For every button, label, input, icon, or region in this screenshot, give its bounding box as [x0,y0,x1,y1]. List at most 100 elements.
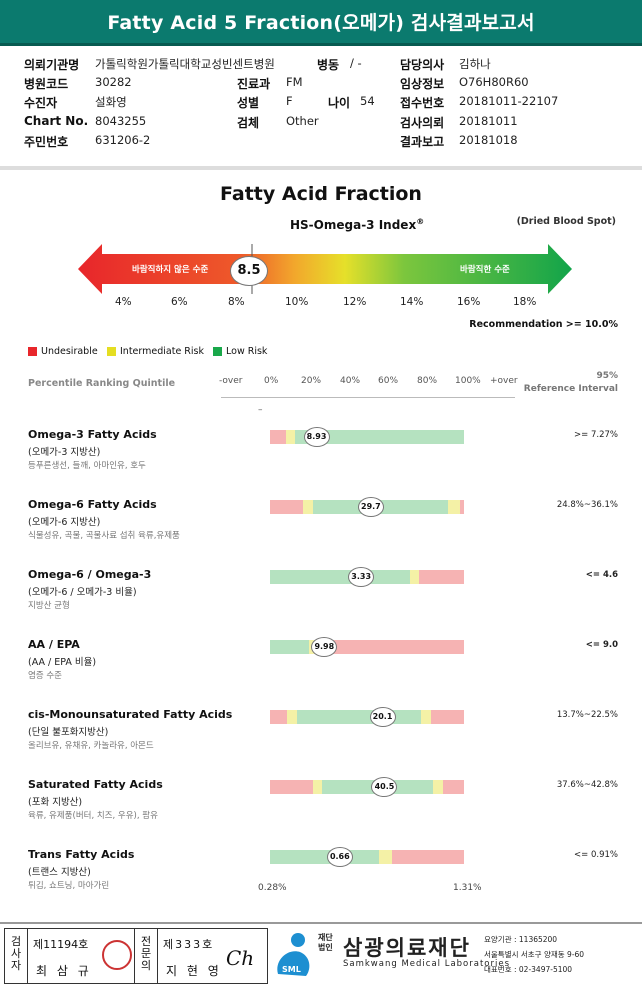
index-tick-label: 10% [285,296,309,308]
specialist-label: 전문의 [140,935,152,972]
metric-korean-name: (단일 불포화지방산) [28,727,109,738]
fraction-title: Fatty Acid Fraction [220,183,422,205]
specimen-value: Other [286,114,319,128]
legend-undesirable: Undesirable [28,346,98,357]
dept-label: 진료과 [237,77,271,91]
sex-label: 성별 [237,96,260,110]
patient-label: 수진자 [24,96,58,110]
metric-value-badge: 29.7 [357,497,384,517]
metric-korean-name: (오메가-6 지방산) [28,517,101,528]
trans-scale-min: 0.28% [258,883,287,893]
metric-korean-name: (트랜스 지방산) [28,867,91,878]
metric-description: 육류, 유제품(버터, 치즈, 우유), 팜유 [28,811,158,821]
bar-segment-green [297,710,422,724]
examiner-label: 검사자 [10,935,22,972]
scale-label: -over [219,376,243,386]
bar-segment-red [318,640,464,654]
bar-segment-red [442,780,464,794]
institution-code: 요양기관 : 11365200 [484,935,558,944]
index-tick-label: 14% [400,296,424,308]
metric-korean-name: (AA / EPA 비율) [28,657,97,668]
specialist-signature: Ch [226,946,255,970]
percentile-bar [270,850,464,864]
footer-divider [0,922,642,924]
bar-segment-red [430,710,464,724]
metric-description: 염증 수준 [28,671,62,681]
metric-description: 튀김, 쇼트닝, 마아가린 [28,881,110,891]
logo-english-name: Samkwang Medical Laboratories [343,959,511,969]
reference-interval-header: 95% Reference Interval [523,371,618,394]
bar-segment-yellow [448,500,461,514]
bar-segment-green [270,570,410,584]
phone-number: 대표번호 : 02-3497-5100 [484,965,573,974]
bar-segment-red [270,780,313,794]
metric-name: AA / EPA [28,638,80,651]
doctor-label: 담당의사 [400,58,445,72]
sex-value: F [286,94,293,108]
scale-label: 60% [378,376,399,386]
metric-name: Trans Fatty Acids [28,848,135,861]
metric-description: 지방산 균형 [28,601,70,611]
clinical-label: 임상정보 [400,77,445,91]
metric-description: 올리브유, 유채유, 카놀라유, 아몬드 [28,741,154,751]
chart-no-value: 8043255 [95,114,147,128]
bar-segment-yellow [312,780,323,794]
doctor-value: 김하나 [459,57,491,71]
address: 서울특별시 서초구 양재동 9-60 [484,950,585,959]
specialist-name: 지 현 영 [166,964,222,978]
percentile-header: Percentile Ranking Quintile [28,378,176,389]
ward-label: 병동 [317,58,340,72]
metric-row: Omega-6 Fatty Acids (오메가-6 지방산) 식물성유, 곡물, … [0,497,642,558]
metric-value-badge: 8.93 [303,427,330,447]
bar-segment-yellow [409,570,420,584]
metric-row: Omega-6 / Omega-3 (오메가-6 / 오메가-3 비율) 지방산 균… [0,567,642,628]
report-title: Fatty Acid 5 Fraction(오메가) 검사결과보고서 [0,0,642,46]
reference-interval: <= 4.6 [585,570,618,580]
metric-value-badge: 20.1 [369,707,396,727]
result-value: 20181018 [459,133,518,147]
request-label: 검사의뢰 [400,116,445,130]
logo-tag: 재단법인 [318,933,333,952]
metric-row: cis-Monounsaturated Fatty Acids (단일 불포화지방… [0,707,642,768]
percentile-bar [270,570,464,584]
bar-segment-red [419,570,464,584]
index-tick-label: 8% [228,296,245,308]
metric-value-badge: 9.98 [311,637,338,657]
legend-low-risk: Low Risk [213,346,267,357]
patient-info-section: 의뢰기관명 가톨릭학원가톨릭대학교성빈센트병원 병동 / - 담당의사 김하나 … [0,50,642,160]
id-value: 631206-2 [95,133,151,147]
metric-name: Omega-6 / Omega-3 [28,568,152,581]
request-value: 20181011 [459,114,518,128]
legend-swatch [213,347,222,356]
trans-scale-max: 1.31% [453,883,482,893]
metric-row: Saturated Fatty Acids (포화 지방산) 육류, 유제품(버터,… [0,777,642,838]
reference-interval: 13.7%~22.5% [556,710,618,720]
metric-row: Trans Fatty Acids (트랜스 지방산) 튀김, 쇼트닝, 마아가린 0… [0,847,642,908]
reference-interval: 24.8%~36.1% [556,500,618,510]
institution-value: 가톨릭학원가톨릭대학교성빈센트병원 [95,57,275,71]
scale-label: 100% [455,376,481,386]
metric-name: cis-Monounsaturated Fatty Acids [28,708,233,721]
sml-logo-icon: SML [277,933,310,976]
undesirable-level-label: 바람직하지 않은 수준 [132,265,209,275]
bar-segment-green [295,430,464,444]
examiner-number: 제11194호 [33,938,89,951]
bar-segment-yellow [378,850,393,864]
scale-label: 0% [264,376,279,386]
bar-segment-yellow [302,500,313,514]
metric-name: Omega-6 Fatty Acids [28,498,157,511]
age-label: 나이 [328,96,351,110]
scale-label: 20% [301,376,322,386]
reference-interval: 37.6%~42.8% [556,780,618,790]
specialist-label-box [134,928,158,984]
desirable-level-label: 바람직한 수준 [460,265,510,275]
metric-description: 식물성유, 곡물, 곡물사료 섭취 육류,유제품 [28,531,180,541]
bar-segment-red [270,430,286,444]
hospital-code-label: 병원코드 [24,77,69,91]
metric-korean-name: (오메가-3 지방산) [28,447,101,458]
metric-korean-name: (오메가-6 / 오메가-3 비율) [28,587,137,598]
metric-value-badge: 0.66 [326,847,353,867]
index-tick-label: 4% [115,296,132,308]
bar-segment-yellow [421,710,431,724]
receipt-label: 접수번호 [400,96,445,110]
